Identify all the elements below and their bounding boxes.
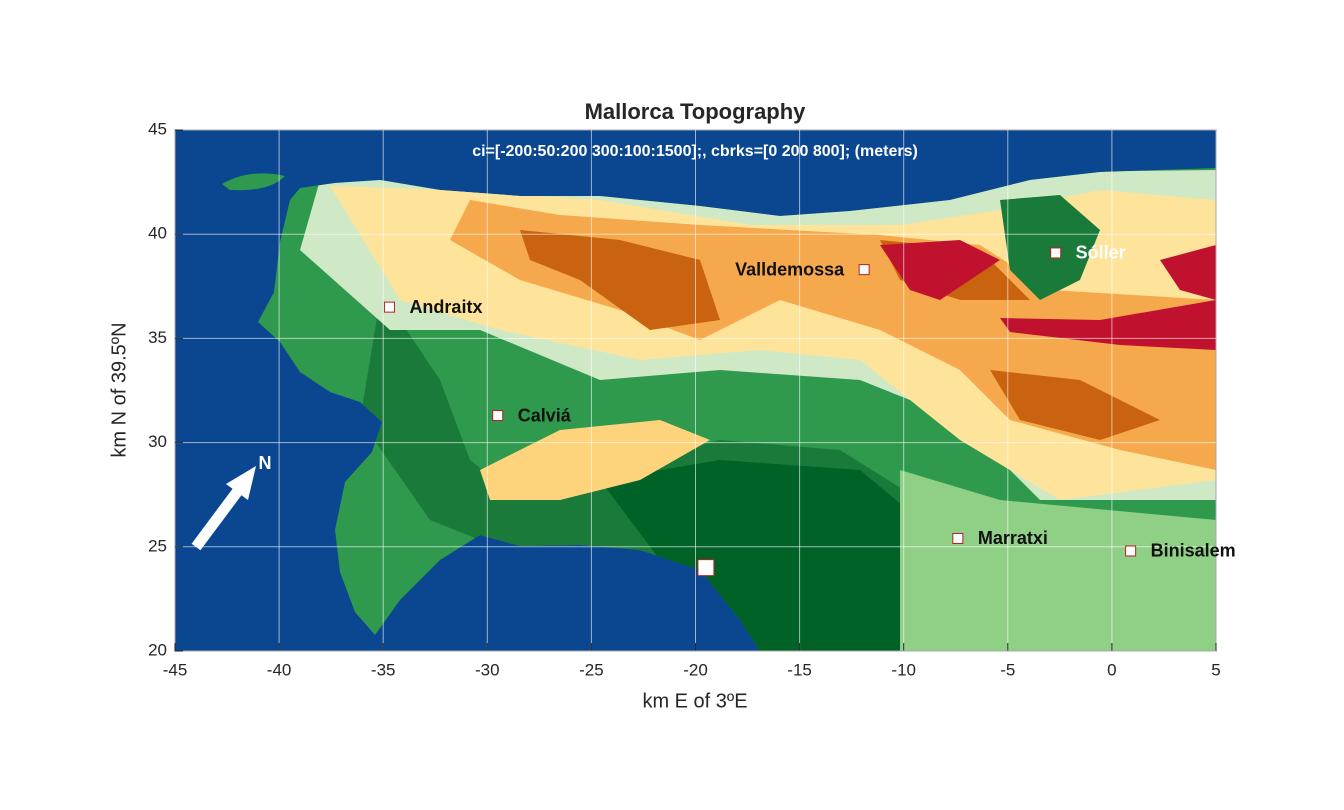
x-tick-label: 5 bbox=[1211, 660, 1220, 679]
places: Andraitx Calviá Valldemossa Sóller Marratxi B… bbox=[383, 243, 1236, 577]
north-arrow: N bbox=[191, 453, 272, 551]
place-marker bbox=[858, 264, 870, 276]
north-arrow-shaft bbox=[191, 484, 245, 551]
y-tick-label: 45 bbox=[148, 119, 167, 138]
x-tick-label: -25 bbox=[579, 660, 604, 679]
x-tick-label: -40 bbox=[267, 660, 292, 679]
site-marker bbox=[697, 559, 715, 577]
place-marker bbox=[952, 532, 964, 544]
x-tick-label: -15 bbox=[787, 660, 812, 679]
x-axis-label: km E of 3ºE bbox=[642, 690, 747, 712]
y-tick-label: 35 bbox=[148, 328, 167, 347]
grid bbox=[174, 129, 1217, 652]
place-label: Calviá bbox=[518, 405, 572, 425]
north-arrow-head bbox=[226, 466, 256, 500]
place-label: Sóller bbox=[1076, 243, 1126, 263]
y-tick-label: 20 bbox=[148, 640, 167, 659]
x-tick-label: 0 bbox=[1107, 660, 1116, 679]
x-tick-label: -30 bbox=[475, 660, 500, 679]
y-tick-label: 40 bbox=[148, 224, 167, 243]
map-title: Mallorca Topography bbox=[585, 99, 807, 124]
y-tick-label: 30 bbox=[148, 432, 167, 451]
x-tick-label: -45 bbox=[163, 660, 188, 679]
place-marker bbox=[492, 410, 504, 422]
place-label: Binisalem bbox=[1151, 541, 1236, 561]
place-label: Valldemossa bbox=[735, 259, 845, 279]
y-tick-label: 25 bbox=[148, 536, 167, 555]
place-label: Marratxi bbox=[978, 528, 1048, 548]
x-tick-label: -10 bbox=[891, 660, 916, 679]
place-marker bbox=[1125, 545, 1137, 557]
place-marker bbox=[1050, 247, 1062, 259]
x-tick-label: -35 bbox=[371, 660, 396, 679]
place-marker bbox=[383, 301, 395, 313]
x-tick-label: -20 bbox=[683, 660, 708, 679]
north-label: N bbox=[259, 453, 272, 473]
map-subtitle: ci=[-200:50:200 300:100:1500];, cbrks=[0… bbox=[472, 143, 918, 160]
y-axis-label: km N of 39.5ºN bbox=[108, 322, 130, 457]
place-label: Andraitx bbox=[409, 297, 482, 317]
x-tick-label: -5 bbox=[1000, 660, 1015, 679]
